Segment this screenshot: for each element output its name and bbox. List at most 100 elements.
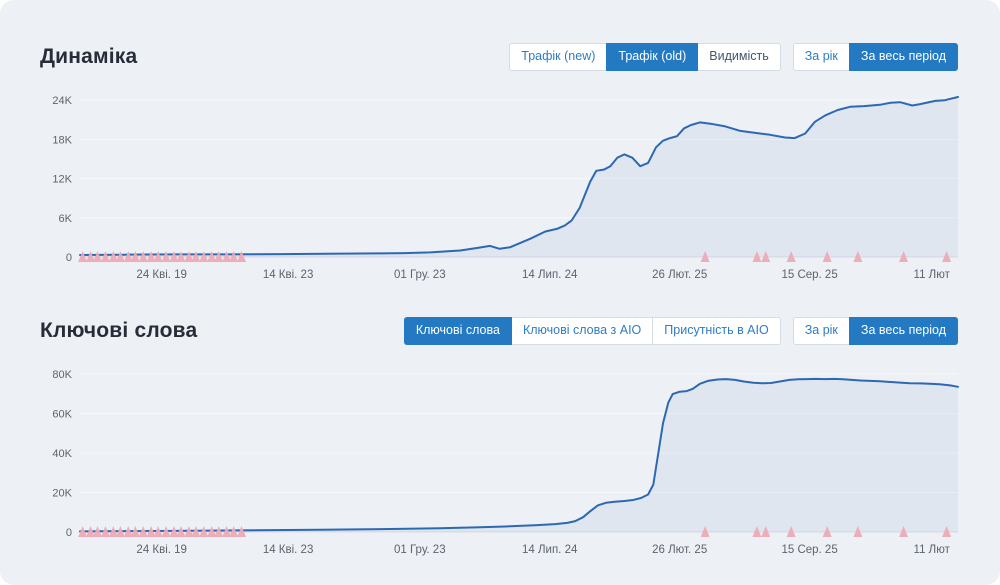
traffic-event-marker-icon[interactable] xyxy=(822,251,832,262)
keywords-chart[interactable]: 80K 60K 40K 20K 0 24 Кві. 19 14 Кві. 23 01 Гру.… xyxy=(0,360,1000,560)
traffic-event-marker-icon[interactable] xyxy=(108,251,118,262)
keywords-event-marker-icon[interactable] xyxy=(214,526,224,537)
keywords-event-marker-icon[interactable] xyxy=(207,526,217,537)
keywords-event-marker-icon[interactable] xyxy=(899,526,909,537)
traffic-event-marker-icon[interactable] xyxy=(161,251,171,262)
keywords-event-marker-icon[interactable] xyxy=(184,526,194,537)
traffic-event-marker-icon[interactable] xyxy=(169,251,179,262)
traffic-traffic-old-button[interactable]: Трафік (old) xyxy=(606,43,699,71)
traffic-event-marker-icon[interactable] xyxy=(176,251,186,262)
traffic-x-tick-label: 14 Кві. 23 xyxy=(263,269,314,281)
keywords-event-marker-icon[interactable] xyxy=(138,526,148,537)
traffic-event-marker-icon[interactable] xyxy=(237,251,247,262)
keywords-series-line xyxy=(79,377,959,533)
keywords-event-marker-icon[interactable] xyxy=(822,526,832,537)
keywords-event-marker-icon[interactable] xyxy=(78,526,88,537)
keywords-event-marker-icon[interactable] xyxy=(130,526,140,537)
keywords-event-marker-icon[interactable] xyxy=(786,526,796,537)
keywords-event-marker-icon[interactable] xyxy=(191,526,201,537)
traffic-event-marker-icon[interactable] xyxy=(184,251,194,262)
keywords-period-all-button[interactable]: За весь період xyxy=(848,317,958,345)
keywords-y-tick-label: 60K xyxy=(52,408,72,420)
traffic-x-tick-label: 15 Сер. 25 xyxy=(781,269,837,281)
traffic-period-button-group: За рік За весь період xyxy=(792,43,958,71)
traffic-event-marker-icon[interactable] xyxy=(153,251,163,262)
traffic-event-marker-icon[interactable] xyxy=(761,251,771,262)
traffic-event-marker-icon[interactable] xyxy=(115,251,125,262)
keywords-event-marker-icon[interactable] xyxy=(100,526,110,537)
keywords-event-marker-icon[interactable] xyxy=(942,526,952,537)
traffic-event-marker-icon[interactable] xyxy=(752,251,762,262)
traffic-traffic-new-button[interactable]: Трафік (new) xyxy=(509,43,608,71)
traffic-event-marker-icon[interactable] xyxy=(93,251,103,262)
keywords-event-marker-icon[interactable] xyxy=(853,526,863,537)
keywords-event-marker-icon[interactable] xyxy=(229,526,239,537)
keywords-event-marker-icon[interactable] xyxy=(169,526,179,537)
traffic-visibility-button[interactable]: Видимість xyxy=(697,43,781,71)
traffic-event-marker-icon[interactable] xyxy=(222,251,232,262)
keywords-x-tick-label: 14 Кві. 23 xyxy=(263,544,314,556)
keywords-event-marker-icon[interactable] xyxy=(161,526,171,537)
traffic-x-tick-label: 24 Кві. 19 xyxy=(136,269,187,281)
keywords-event-marker-icon[interactable] xyxy=(108,526,118,537)
traffic-event-marker-icon[interactable] xyxy=(100,251,110,262)
traffic-section-title: Динаміка xyxy=(40,45,138,68)
keywords-period-button-group: За рік За весь період xyxy=(792,317,958,345)
keywords-event-marker-icon[interactable] xyxy=(237,526,247,537)
keywords-y-tick-label: 20K xyxy=(52,487,72,499)
keywords-series-area xyxy=(80,378,958,532)
traffic-y-tick-label: 6K xyxy=(59,213,73,225)
keywords-event-marker-icon[interactable] xyxy=(123,526,133,537)
keywords-y-tick-label: 40K xyxy=(52,448,72,460)
keywords-controls: Ключові слова Ключові слова з AIO Присутні… xyxy=(403,317,958,345)
traffic-x-tick-label: 11 Лют xyxy=(914,269,951,281)
traffic-event-marker-icon[interactable] xyxy=(853,251,863,262)
traffic-chart[interactable]: 24K 18K 12K 6K 0 24 Кві. 19 14 Кві. 23 01 Гру. … xyxy=(0,85,1000,285)
keywords-presence-aio-button[interactable]: Присутність в AIO xyxy=(652,317,781,345)
keywords-event-marker-icon[interactable] xyxy=(86,526,96,537)
traffic-y-tick-label: 12K xyxy=(52,174,72,186)
keywords-event-marker-icon[interactable] xyxy=(115,526,125,537)
traffic-controls: Трафік (new) Трафік (old) Видимість За рік… xyxy=(509,43,958,71)
keywords-event-marker-icon[interactable] xyxy=(153,526,163,537)
traffic-event-marker-icon[interactable] xyxy=(138,251,148,262)
traffic-period-all-button[interactable]: За весь період xyxy=(848,43,958,71)
keywords-event-marker-icon[interactable] xyxy=(199,526,209,537)
keywords-event-marker-icon[interactable] xyxy=(700,526,710,537)
traffic-y-tick-label: 24K xyxy=(52,95,72,107)
keywords-x-tick-label: 24 Кві. 19 xyxy=(136,544,187,556)
traffic-event-marker-icon[interactable] xyxy=(199,251,209,262)
keywords-event-marker-icon[interactable] xyxy=(93,526,103,537)
traffic-event-marker-icon[interactable] xyxy=(130,251,140,262)
keywords-event-marker-icon[interactable] xyxy=(176,526,186,537)
keywords-event-marker-icon[interactable] xyxy=(222,526,232,537)
traffic-event-marker-icon[interactable] xyxy=(207,251,217,262)
keywords-keywords-aio-button[interactable]: Ключові слова з AIO xyxy=(510,317,654,345)
traffic-event-marker-icon[interactable] xyxy=(229,251,239,262)
traffic-event-marker-icon[interactable] xyxy=(191,251,201,262)
traffic-event-marker-icon[interactable] xyxy=(942,251,952,262)
traffic-x-tick-label: 14 Лип. 24 xyxy=(522,269,578,281)
traffic-event-marker-icon[interactable] xyxy=(146,251,156,262)
keywords-event-marker-icon[interactable] xyxy=(761,526,771,537)
keywords-metric-button-group: Ключові слова Ключові слова з AIO Присутні… xyxy=(403,317,781,345)
traffic-event-marker-icon[interactable] xyxy=(899,251,909,262)
keywords-x-tick-label: 14 Лип. 24 xyxy=(522,544,578,556)
traffic-event-marker-icon[interactable] xyxy=(123,251,133,262)
traffic-event-marker-icon[interactable] xyxy=(700,251,710,262)
traffic-event-marker-icon[interactable] xyxy=(214,251,224,262)
traffic-event-marker-icon[interactable] xyxy=(786,251,796,262)
keywords-section-header: Ключові слова Ключові слова Ключові слова… xyxy=(40,316,958,346)
traffic-period-year-button[interactable]: За рік xyxy=(792,43,850,71)
traffic-event-marker-icon[interactable] xyxy=(86,251,96,262)
keywords-x-tick-label: 11 Лют xyxy=(914,544,951,556)
keywords-x-tick-label: 01 Гру. 23 xyxy=(394,544,446,556)
keywords-period-year-button[interactable]: За рік xyxy=(792,317,850,345)
traffic-y-tick-label: 0 xyxy=(66,252,72,264)
keywords-keywords-button[interactable]: Ключові слова xyxy=(403,317,512,345)
keywords-event-marker-icon[interactable] xyxy=(146,526,156,537)
traffic-x-tick-label: 01 Гру. 23 xyxy=(394,269,446,281)
keywords-event-marker-icon[interactable] xyxy=(752,526,762,537)
traffic-event-marker-icon[interactable] xyxy=(78,251,88,262)
